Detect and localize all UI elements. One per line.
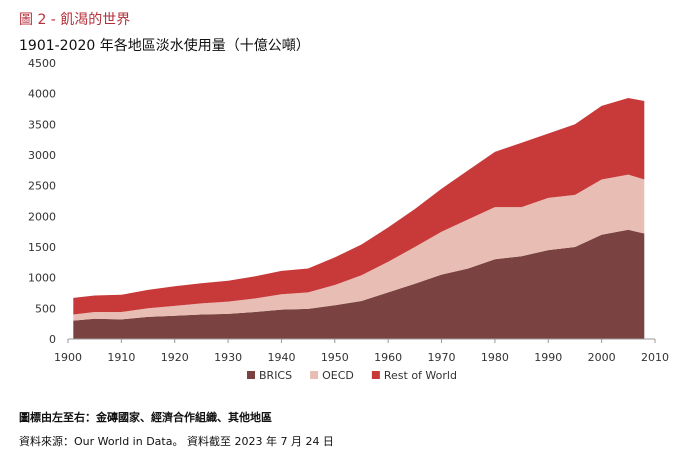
y-tick-label: 4500 <box>28 57 56 70</box>
source-suffix: 。 資料截至 2023 年 7 月 24 日 <box>172 435 334 448</box>
y-tick-label: 4000 <box>28 88 56 101</box>
chart-title: 1901-2020 年各地區淡水使用量（十億公噸） <box>19 38 310 54</box>
x-tick-label: 1900 <box>54 351 82 364</box>
y-tick-label: 1000 <box>28 272 56 285</box>
legend-swatch <box>371 371 380 379</box>
stacked-area-chart: 0 500 1000 1500 2000 2500 3000 3500 4000 4500 1900… <box>28 57 669 382</box>
legend-label: Rest of World <box>384 369 457 382</box>
area-oecd <box>73 174 645 321</box>
y-tick-label: 500 <box>35 302 56 315</box>
source-name: Our World in Data <box>74 435 173 448</box>
area-brics <box>73 229 645 339</box>
y-tick-label: 3500 <box>28 118 56 131</box>
area-rest-of-world <box>73 98 645 315</box>
source-line: 資料來源：Our World in Data。 資料截至 2023 年 7 月 … <box>19 433 334 449</box>
x-tick-label: 1910 <box>107 351 135 364</box>
x-tick-label: 1980 <box>481 351 509 364</box>
legend-label: BRICS <box>259 369 292 382</box>
figure-label: 圖 2 - 飢渴的世界 <box>19 12 131 28</box>
x-tick-label: 2010 <box>641 351 669 364</box>
x-tick-label: 1930 <box>214 351 242 364</box>
y-tick-label: 3000 <box>28 149 56 162</box>
x-tick-label: 1950 <box>321 351 349 364</box>
source-prefix: 資料來源： <box>19 435 74 448</box>
legend-swatch <box>310 371 319 379</box>
y-tick-label: 1500 <box>28 241 56 254</box>
x-tick-label: 1940 <box>267 351 295 364</box>
x-tick-label: 1920 <box>161 351 189 364</box>
y-tick-label: 2000 <box>28 210 56 223</box>
y-tick-label: 2500 <box>28 180 56 193</box>
legend-swatch <box>247 371 255 379</box>
x-tick-label: 2000 <box>588 351 616 364</box>
x-tick-label: 1990 <box>534 351 562 364</box>
x-tick-label: 1970 <box>428 351 456 364</box>
legend-label: OECD <box>322 369 354 382</box>
y-tick-label: 0 <box>49 333 56 346</box>
legend-footnote: 圖標由左至右：金磚國家、經濟合作組織、其他地區 <box>19 411 272 424</box>
x-tick-label: 1960 <box>374 351 402 364</box>
